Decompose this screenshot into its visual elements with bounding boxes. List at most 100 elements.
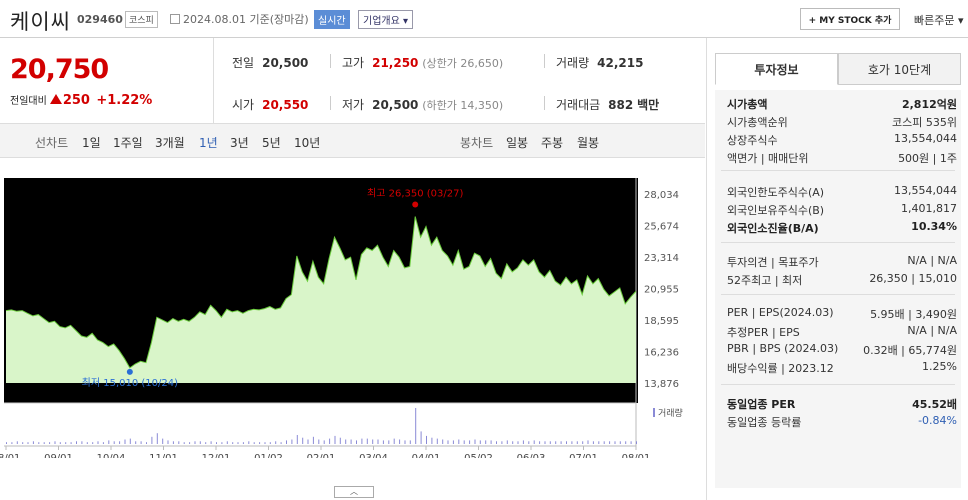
invest-info-table: 시가총액 2,812억원 시가총액순위 코스피 535위 상장주식수 13,554,044… — [715, 90, 961, 488]
info-row-value: 10.34% — [911, 220, 957, 233]
volume-bar — [253, 442, 255, 444]
high-marker — [412, 201, 419, 208]
info-row-value: 코스피 535위 — [892, 116, 957, 129]
line-chart-label: 선차트 — [35, 136, 69, 150]
volume-bar — [183, 442, 185, 444]
info-row-label: 시가총액 — [727, 98, 768, 111]
volume-legend: 거래량 — [658, 407, 683, 419]
info-row: 동일업종 등락률 -0.84% — [721, 412, 957, 430]
x-tick-label: 08/01 — [0, 453, 20, 458]
info-row-label: 투자의견 | 목표주가 — [727, 256, 819, 269]
volume-bar — [70, 442, 72, 444]
x-tick-label: 03/04 — [359, 453, 388, 458]
info-row: 시가총액 2,812억원 — [721, 94, 957, 112]
volume-bar — [388, 440, 390, 444]
volume-bar — [286, 440, 287, 444]
info-row-label: 동일업종 PER — [727, 398, 796, 411]
chart-tab-bar: 선차트 1일 1주일 3개월 1년 3년 5년 10년 봉차트 일봉 주봉 월봉 — [0, 124, 705, 158]
volume-bar — [156, 433, 158, 444]
y-tick-label: 20,955 — [644, 285, 679, 296]
volume-bar — [598, 441, 600, 444]
volume-bar — [479, 440, 481, 444]
volume-bar — [393, 438, 395, 444]
volume-bar — [555, 441, 557, 444]
y-tick-label: 16,236 — [644, 347, 679, 358]
my-stock-add-button[interactable]: + MY STOCK 추가 — [800, 8, 900, 30]
tab-hoga[interactable]: 호가 10단계 — [838, 53, 961, 85]
tab-1d[interactable]: 1일 — [82, 136, 101, 150]
tab-1w[interactable]: 1주일 — [113, 136, 143, 150]
info-row-value: 26,350 | 15,010 — [869, 272, 957, 285]
tab-daily[interactable]: 일봉 — [506, 136, 529, 150]
tab-3y[interactable]: 3년 — [230, 136, 249, 150]
tab-1y[interactable]: 1년 — [199, 136, 218, 150]
info-row-value: 1,401,817 — [901, 202, 957, 215]
tab-monthly[interactable]: 월봉 — [577, 136, 600, 150]
volume-bar — [350, 439, 352, 444]
volume-bar — [366, 438, 368, 444]
volume-bar — [232, 442, 234, 444]
volume-bar — [415, 408, 417, 444]
volume-bar — [216, 442, 217, 444]
price-chart-svg: 28,034 25,674 23,314 20,955 18,595 16,236 13,8… — [0, 178, 683, 464]
tab-3m[interactable]: 3개월 — [155, 136, 185, 150]
volume-bar — [205, 442, 207, 444]
volume-bar — [485, 440, 487, 444]
volume-bar — [307, 439, 309, 444]
volume-bar — [512, 441, 514, 444]
volume-bar — [587, 440, 589, 444]
volume-bar — [345, 439, 347, 444]
volume-bar — [447, 440, 449, 444]
volume-bar — [334, 435, 336, 444]
info-row-value: N/A | N/A — [907, 254, 957, 267]
volume-bar — [571, 441, 573, 444]
volume-bar — [318, 439, 320, 444]
price-area — [6, 216, 636, 383]
info-row-value: N/A | N/A — [907, 324, 957, 337]
volume-bar — [420, 431, 422, 444]
volume-bar — [582, 441, 584, 444]
x-tick-label: 06/03 — [517, 453, 546, 458]
realtime-button[interactable]: 실시간 — [314, 10, 350, 29]
x-tick-label: 11/01 — [149, 453, 178, 458]
volume-bar — [399, 439, 401, 444]
tab-10y[interactable]: 10년 — [294, 136, 321, 150]
tab-invest-info[interactable]: 투자정보 — [715, 53, 838, 85]
volume-bar — [27, 442, 29, 444]
info-row-label: 외국인한도주식수(A) — [727, 186, 825, 199]
info-row-label: 동일업종 등락률 — [727, 416, 802, 429]
fast-order-button[interactable]: 빠른주문 ▾ — [914, 14, 964, 27]
info-row: 외국인보유주식수(B) 1,401,817 — [721, 200, 957, 218]
info-row-value: -0.84% — [918, 414, 957, 427]
volume-bar — [226, 441, 228, 444]
info-row: PER | EPS(2024.03) 5.95배 | 3,490원 — [721, 304, 957, 322]
volume-bar — [172, 441, 174, 444]
y-tick-label: 25,674 — [644, 222, 679, 233]
volume-bar — [469, 440, 471, 444]
company-overview-button[interactable]: 기업개요 ▾ — [358, 10, 414, 29]
change-label: 전일대비 — [10, 96, 47, 107]
info-row: 배당수익률 | 2023.12 1.25% — [721, 358, 957, 376]
y-tick-label: 28,034 — [644, 190, 679, 201]
info-row-value: 5.95배 | 3,490원 — [870, 308, 957, 321]
volume-bar — [129, 438, 131, 444]
volume-bar — [65, 442, 67, 444]
volume-bar — [291, 439, 293, 444]
volume-bar — [242, 442, 244, 444]
volume-bar — [528, 441, 530, 444]
volume-bar — [22, 442, 24, 444]
info-row: PBR | BPS (2024.03) 0.32배 | 65,774원 — [721, 340, 957, 358]
volume-bar — [189, 442, 191, 444]
volume-bar — [463, 440, 465, 444]
volume-bar — [426, 435, 427, 444]
volume-bar — [146, 442, 147, 444]
trade-amount: 거래대금 882 백만 — [556, 98, 660, 112]
x-tick-label: 10/04 — [97, 453, 126, 458]
tab-5y[interactable]: 5년 — [262, 136, 281, 150]
info-row-value: 13,554,044 — [894, 132, 957, 145]
collapse-chart-button[interactable]: ︿ — [334, 486, 374, 498]
tab-weekly[interactable]: 주봉 — [541, 136, 564, 150]
current-price: 20,750 — [10, 54, 109, 85]
volume-bar — [625, 441, 627, 444]
volume-bar — [539, 441, 541, 444]
